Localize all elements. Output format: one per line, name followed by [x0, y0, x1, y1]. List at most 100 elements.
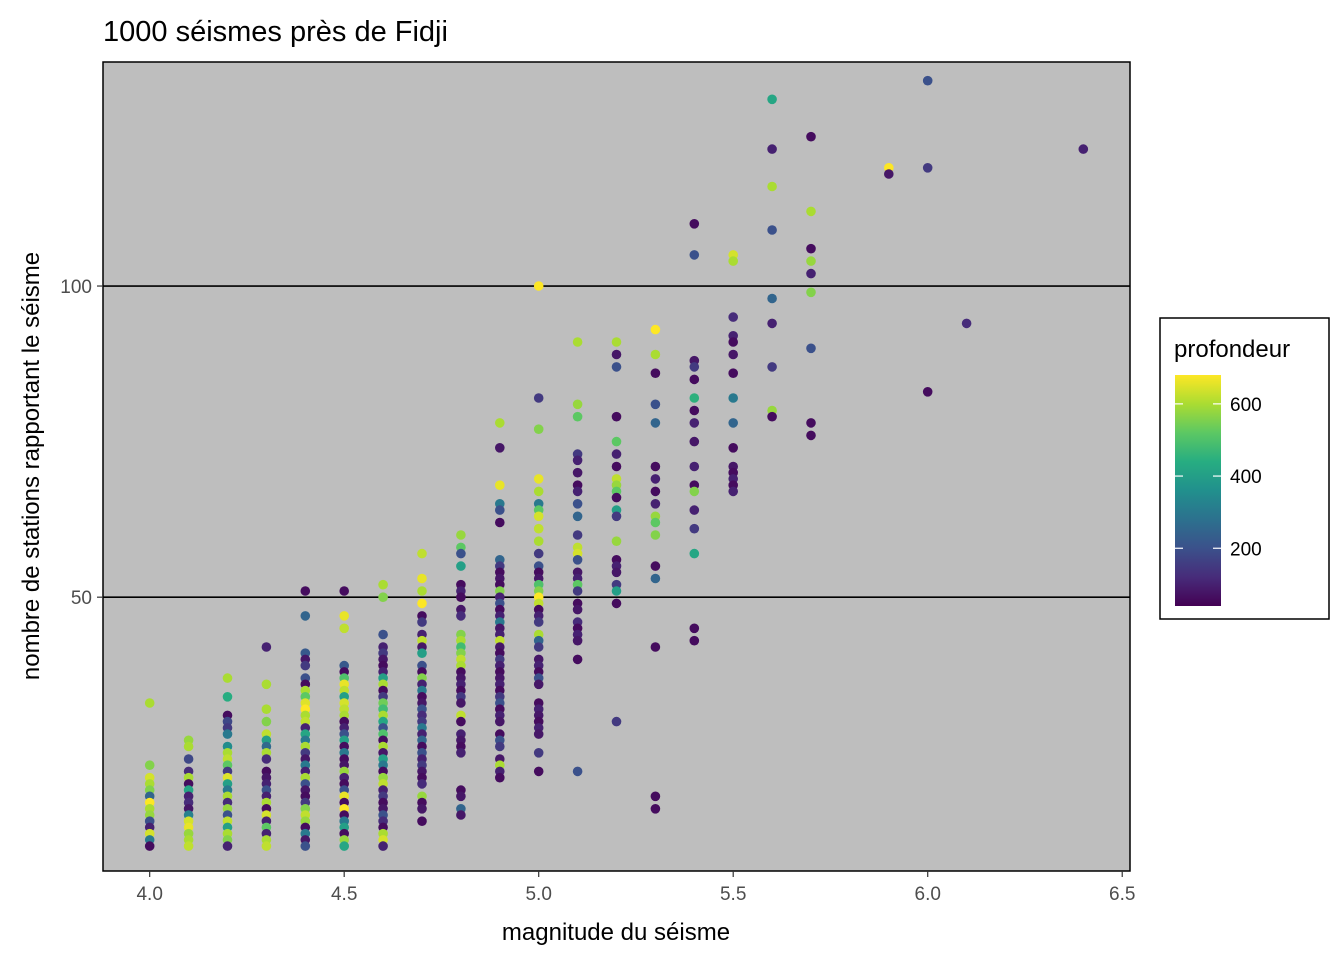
x-tick-label: 4.0	[136, 884, 162, 905]
scatter-point	[611, 362, 622, 372]
scatter-point	[689, 505, 700, 515]
scatter-point	[378, 629, 388, 640]
legend-ticks: 200 400 600	[1175, 395, 1262, 560]
scatter-point	[417, 598, 427, 609]
scatter-point	[456, 791, 466, 802]
scatter-point	[728, 418, 738, 428]
scatter-point	[689, 418, 700, 428]
scatter-point	[611, 511, 622, 522]
chart-title: 1000 séismes près de Fidji	[103, 16, 448, 48]
scatter-point	[495, 772, 505, 783]
data-points	[144, 75, 1089, 851]
scatter-point	[261, 679, 272, 690]
scatter-point	[689, 461, 700, 472]
scatter-point	[533, 617, 544, 627]
x-tick-label: 5.5	[720, 884, 746, 905]
scatter-point	[261, 754, 272, 764]
scatter-point	[572, 511, 583, 522]
scatter-point	[339, 611, 350, 621]
scatter-point	[144, 760, 155, 770]
scatter-point	[144, 698, 155, 708]
scatter-point	[961, 318, 972, 329]
scatter-point	[533, 766, 544, 777]
x-tick-label: 5.0	[525, 884, 551, 905]
scatter-point	[689, 436, 700, 447]
scatter-point	[495, 480, 505, 491]
scatter-point	[495, 505, 505, 515]
scatter-point	[572, 604, 583, 615]
y-axis-title: nombre de stations rapportant le séisme	[18, 252, 45, 680]
scatter-point	[572, 635, 583, 646]
scatter-point	[572, 530, 583, 540]
scatter-point	[767, 293, 777, 304]
scatter-point	[417, 617, 427, 627]
scatter-point	[728, 443, 738, 453]
scatter-point	[572, 654, 583, 665]
scatter-point	[533, 281, 544, 291]
scatter-point	[417, 548, 427, 559]
scatter-point	[689, 374, 700, 385]
scatter-point	[456, 748, 466, 758]
plot-border	[102, 61, 1131, 872]
scatter-point	[650, 573, 661, 584]
scatter-point	[650, 499, 661, 509]
scatter-point	[339, 841, 350, 851]
scatter-point	[183, 841, 194, 851]
scatter-point	[378, 592, 388, 602]
scatter-point	[728, 393, 738, 403]
scatter-point	[650, 368, 661, 379]
color-legend: profondeur 200 400 600	[1159, 317, 1330, 620]
scatter-point	[572, 586, 583, 596]
scatter-point	[572, 411, 583, 422]
scatter-point	[572, 455, 583, 466]
scatter-point	[650, 461, 661, 472]
x-axis-ticks: 4.0 4.5 5.0 5.5 6.0 6.5	[136, 871, 1135, 905]
scatter-point	[572, 337, 583, 347]
x-tick-label: 4.5	[331, 884, 357, 905]
scatter-point	[533, 393, 544, 403]
scatter-point	[767, 225, 777, 235]
legend-title: profondeur	[1174, 336, 1290, 363]
color-bar	[1175, 375, 1221, 606]
scatter-point	[611, 436, 622, 447]
y-tick-label: 50	[71, 588, 92, 609]
scatter-point	[144, 841, 155, 851]
scatter-point	[1078, 144, 1089, 154]
scatter-point	[533, 486, 544, 497]
scatter-point	[456, 698, 466, 708]
scatter-point	[572, 766, 583, 777]
scatter-point	[261, 642, 272, 652]
scatter-point	[650, 517, 661, 528]
scatter-point	[222, 673, 233, 683]
scatter-point	[300, 586, 311, 596]
scatter-point	[456, 592, 466, 602]
scatter-point	[533, 548, 544, 559]
scatter-point	[572, 486, 583, 497]
scatter-point	[533, 523, 544, 534]
scatter-point	[533, 474, 544, 484]
scatter-point	[339, 623, 350, 634]
scatter-point	[767, 94, 777, 105]
scatter-point	[806, 418, 816, 428]
x-tick-label: 6.5	[1109, 884, 1135, 905]
legend-tick-label: 600	[1230, 395, 1262, 416]
scatter-point	[689, 362, 700, 372]
scatter-point	[533, 679, 544, 690]
scatter-point	[611, 411, 622, 422]
scatter-point	[806, 206, 816, 217]
scatter-point	[611, 536, 622, 546]
scatter-point	[417, 648, 427, 658]
scatter-point	[689, 523, 700, 534]
grid-lines	[103, 285, 1130, 598]
scatter-point	[572, 467, 583, 478]
scatter-point	[650, 642, 661, 652]
scatter-point	[495, 517, 505, 528]
x-axis-title: magnitude du séisme	[502, 919, 730, 946]
scatter-point	[495, 741, 505, 752]
scatter-point	[222, 841, 233, 851]
scatter-point	[806, 343, 816, 354]
scatter-point	[922, 163, 933, 173]
scatter-point	[417, 804, 427, 814]
